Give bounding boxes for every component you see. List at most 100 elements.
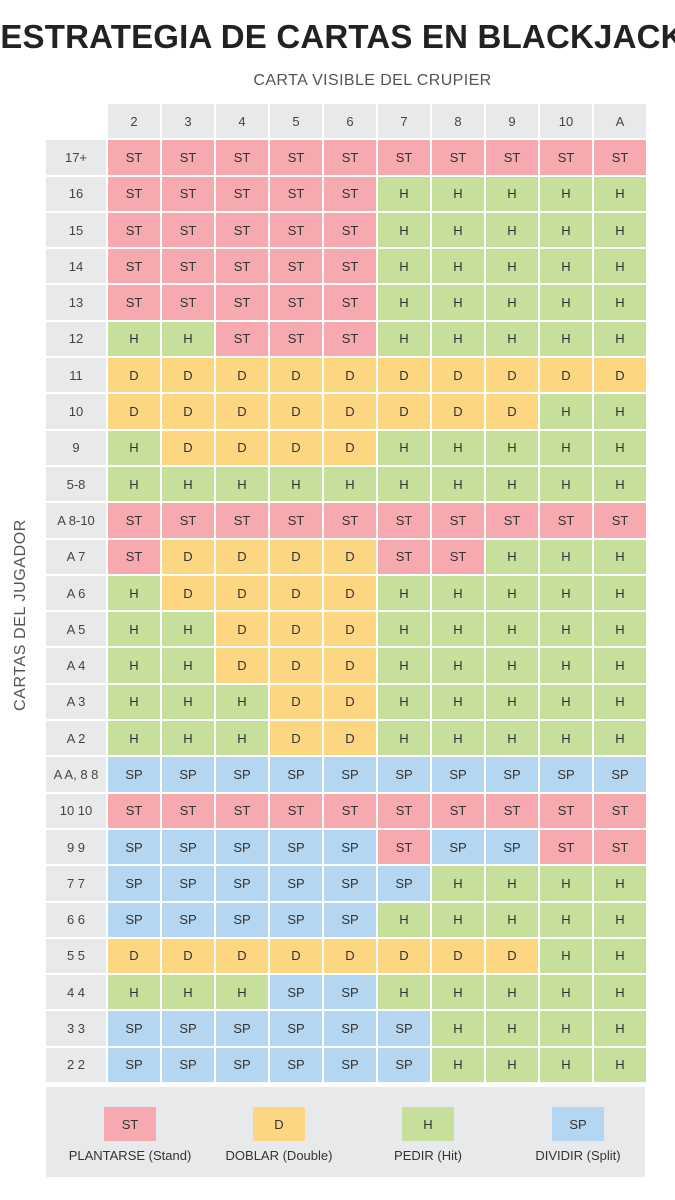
action-cell: D xyxy=(432,938,484,974)
action-cell: H xyxy=(540,975,592,1010)
action-cell: D xyxy=(270,394,322,429)
action-cell: H xyxy=(432,176,484,211)
action-cell: H xyxy=(486,612,538,647)
action-cell: ST xyxy=(108,503,160,538)
action-cell: SP xyxy=(324,866,376,901)
action-cell: SP xyxy=(378,1011,430,1046)
action-cell: H xyxy=(540,721,592,756)
action-cell: SP xyxy=(432,829,484,865)
action-cell: ST xyxy=(162,285,214,320)
action-cell: H xyxy=(594,648,646,683)
action-cell: H xyxy=(594,684,646,720)
action-cell: ST xyxy=(162,249,214,284)
action-cell: D xyxy=(108,394,160,429)
dealer-axis-label: CARTA VISIBLE DEL CRUPIER xyxy=(253,72,492,89)
action-cell: SP xyxy=(270,757,322,792)
action-cell: H xyxy=(486,684,538,720)
action-cell: ST xyxy=(432,539,484,574)
action-cell: SP xyxy=(324,757,376,792)
action-cell: H xyxy=(378,975,430,1010)
player-hand-label: 13 xyxy=(46,285,106,320)
action-cell: ST xyxy=(216,285,268,320)
action-cell: D xyxy=(216,430,268,465)
action-cell: D xyxy=(270,430,322,465)
action-cell: D xyxy=(486,938,538,974)
action-cell: H xyxy=(378,321,430,357)
action-cell: ST xyxy=(324,212,376,248)
action-cell: SP xyxy=(324,975,376,1010)
action-cell: SP xyxy=(486,757,538,792)
action-cell: D xyxy=(270,721,322,756)
action-cell: H xyxy=(432,684,484,720)
legend-swatch: D xyxy=(253,1107,305,1141)
dealer-card-header: A xyxy=(594,104,646,139)
legend-swatch: ST xyxy=(104,1107,156,1141)
action-cell: H xyxy=(162,321,214,357)
action-cell: H xyxy=(378,285,430,320)
action-cell: H xyxy=(108,466,160,502)
action-cell: H xyxy=(540,466,592,502)
action-cell: ST xyxy=(540,503,592,538)
action-cell: H xyxy=(378,176,430,211)
action-cell: ST xyxy=(594,140,646,175)
player-hand-label: 12 xyxy=(46,321,106,357)
action-cell: H xyxy=(216,721,268,756)
action-cell: H xyxy=(540,866,592,901)
strategy-table: 2 3 4 5 6 7 8 9 10 A 17+ ST ST ST ST ST ST ST ST ST ST 16 ST ST… xyxy=(46,104,646,1083)
action-cell: D xyxy=(108,358,160,393)
action-cell: H xyxy=(162,648,214,683)
action-cell: ST xyxy=(108,212,160,248)
action-cell: ST xyxy=(162,176,214,211)
action-cell: SP xyxy=(540,757,592,792)
action-cell: H xyxy=(594,975,646,1010)
player-hand-label: A 5 xyxy=(46,612,106,647)
action-cell: ST xyxy=(594,793,646,828)
action-cell: ST xyxy=(540,793,592,828)
player-hand-label: 2 2 xyxy=(46,1047,106,1083)
player-hand-label: 16 xyxy=(46,176,106,211)
action-cell: H xyxy=(216,466,268,502)
action-cell: ST xyxy=(486,503,538,538)
action-cell: H xyxy=(486,902,538,937)
action-cell: D xyxy=(324,394,376,429)
action-cell: SP xyxy=(216,829,268,865)
action-cell: ST xyxy=(270,285,322,320)
action-cell: SP xyxy=(216,757,268,792)
action-cell: H xyxy=(162,721,214,756)
action-cell: H xyxy=(486,285,538,320)
action-cell: D xyxy=(216,358,268,393)
action-cell: D xyxy=(270,539,322,574)
action-cell: SP xyxy=(162,757,214,792)
action-cell: H xyxy=(486,866,538,901)
action-cell: H xyxy=(540,430,592,465)
action-cell: ST xyxy=(270,140,322,175)
action-cell: H xyxy=(216,975,268,1010)
action-cell: H xyxy=(540,539,592,574)
action-cell: H xyxy=(432,975,484,1010)
action-cell: ST xyxy=(216,212,268,248)
action-cell: SP xyxy=(216,1047,268,1083)
action-cell: SP xyxy=(162,866,214,901)
action-cell: ST xyxy=(324,285,376,320)
player-hand-label: A 7 xyxy=(46,539,106,574)
action-cell: ST xyxy=(270,176,322,211)
action-cell: D xyxy=(270,612,322,647)
action-cell: H xyxy=(486,721,538,756)
action-cell: H xyxy=(594,575,646,611)
dealer-card-header: 3 xyxy=(162,104,214,139)
action-cell: ST xyxy=(108,140,160,175)
action-cell: H xyxy=(540,176,592,211)
action-cell: ST xyxy=(324,140,376,175)
action-cell: H xyxy=(108,721,160,756)
action-cell: H xyxy=(378,684,430,720)
page-title: ESTRATEGIA DE CARTAS EN BLACKJACK xyxy=(0,18,675,55)
player-hand-label: 9 9 xyxy=(46,829,106,865)
action-cell: D xyxy=(540,358,592,393)
action-cell: H xyxy=(594,466,646,502)
action-cell: H xyxy=(432,612,484,647)
legend-label: PLANTARSE (Stand) xyxy=(68,1148,192,1163)
action-cell: D xyxy=(108,938,160,974)
player-hand-label: A 8-10 xyxy=(46,503,106,538)
action-cell: H xyxy=(486,212,538,248)
action-cell: ST xyxy=(324,249,376,284)
